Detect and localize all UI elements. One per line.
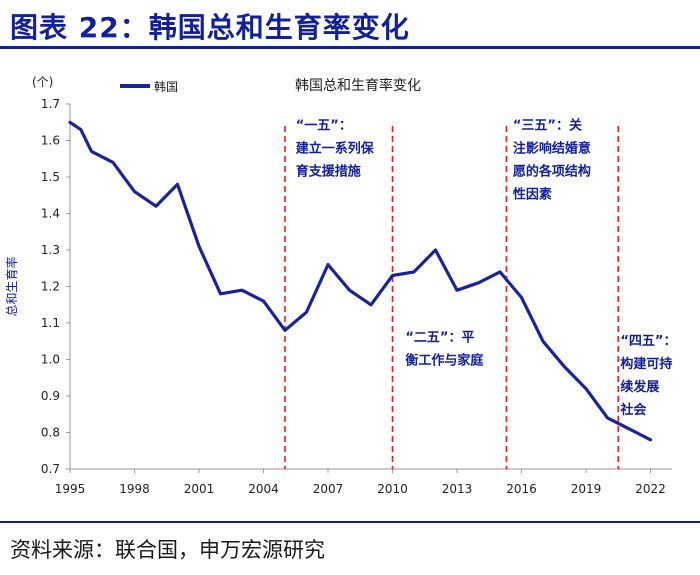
- plan-annotation-line: “一五”：: [296, 119, 352, 134]
- x-tick-label: 2001: [184, 482, 215, 496]
- plan-annotation-line: 性因素: [513, 187, 552, 203]
- y-unit-label: (个): [32, 75, 53, 89]
- x-tick-label: 2007: [313, 482, 344, 496]
- y-tick-label: 1.3: [41, 243, 60, 257]
- x-tick-label: 2019: [571, 482, 602, 496]
- plan-annotation-line: 育支援措施: [296, 164, 361, 180]
- plan-annotation-line: 续发展: [620, 379, 660, 395]
- x-tick-label: 1998: [119, 482, 150, 496]
- source-note: 资料来源：联合国，申万宏源研究: [10, 538, 325, 562]
- plan-annotation-line: “三五”：关: [513, 118, 582, 134]
- report-header: 图表 22：韩国总和生育率变化: [0, 0, 700, 52]
- y-tick-label: 1.4: [41, 207, 60, 221]
- x-tick-label: 2004: [248, 482, 279, 496]
- chart-title: 韩国总和生育率变化: [295, 77, 421, 94]
- x-tick-label: 2016: [506, 482, 537, 496]
- plan-annotation-line: 建立一系列保: [296, 141, 375, 157]
- series-line-korea: [68, 120, 653, 442]
- y-tick-label: 0.8: [41, 426, 60, 440]
- y-tick-label: 1.0: [41, 353, 60, 367]
- x-tick-label: 1995: [55, 482, 86, 496]
- footer-divider: [0, 521, 700, 523]
- x-tick-label: 2013: [442, 482, 473, 496]
- plan-annotation-line: “四五”：: [620, 334, 676, 349]
- plan-annotation-line: 衡工作与家庭: [405, 352, 484, 368]
- plan-annotation-line: 愿的各项结构: [513, 164, 591, 180]
- x-tick-label: 2010: [377, 482, 408, 496]
- header-divider: [0, 46, 700, 49]
- plan-annotation-line: “二五”：平: [405, 330, 474, 345]
- x-tick-label: 2022: [635, 482, 666, 496]
- y-tick-label: 1.5: [41, 170, 60, 184]
- plan-annotation-line: 社会: [619, 402, 647, 418]
- legend-label: 韩国: [154, 79, 178, 94]
- y-tick-label: 1.1: [41, 316, 60, 330]
- y-tick-label: 0.9: [41, 389, 60, 403]
- fertility-line-chart: 0.7 0.8 0.9 1.0 1.1 1.2 1.3 1.4 1.5 1.6 1.7 1995 199…: [4, 75, 676, 496]
- y-axis-title: 总和生育率: [4, 256, 19, 316]
- y-tick-label: 0.7: [41, 462, 60, 476]
- y-tick-label: 1.2: [41, 280, 60, 294]
- y-tick-label: 1.7: [41, 97, 60, 111]
- plan-annotation-line: 构建可持: [620, 356, 672, 372]
- plan-annotation-line: 注影响结婚意: [513, 141, 591, 157]
- y-tick-label: 1.6: [41, 134, 60, 148]
- figure-title: 图表 22：韩国总和生育率变化: [10, 11, 410, 44]
